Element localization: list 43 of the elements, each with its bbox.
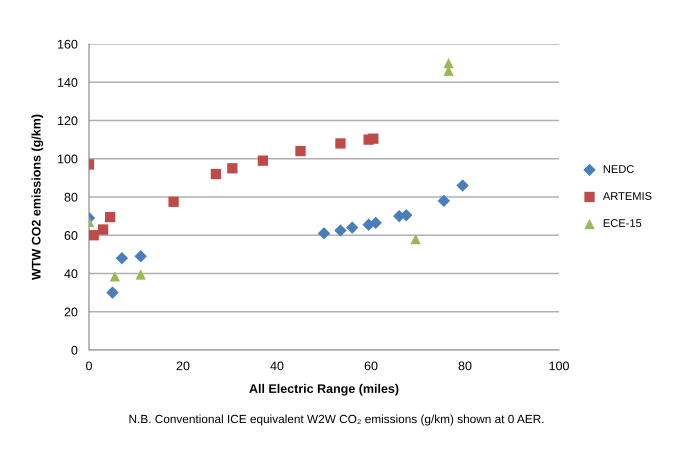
y-tick-label: 40 (64, 269, 78, 278)
point (295, 146, 306, 156)
point (110, 271, 120, 282)
y-tick-label: 20 (64, 308, 78, 316)
point (335, 138, 346, 149)
x-tick-label: 100 (550, 361, 569, 370)
point (410, 234, 421, 244)
x-tick-label: 20 (176, 361, 190, 370)
point (105, 212, 116, 222)
point (438, 194, 450, 208)
legend-label: ARTEMIS (602, 192, 652, 200)
point (134, 250, 147, 262)
y-tick-label: 0 (71, 346, 78, 355)
point (334, 224, 347, 237)
text: N.B. Conventional ICE equivalent W2W CO₂ emissions (g/km) shown at 0 AER. (129, 414, 544, 426)
y-tick-label: 140 (58, 78, 78, 87)
point (106, 286, 119, 299)
y-tick-label: 60 (64, 231, 78, 240)
point (89, 230, 99, 240)
legend-label: NEDC (604, 165, 634, 173)
point (136, 269, 146, 280)
point (318, 227, 330, 240)
point (210, 168, 222, 180)
x-tick-label: 80 (458, 361, 472, 370)
x-tick-label: 0 (86, 361, 92, 370)
point (258, 156, 268, 166)
point (443, 58, 454, 68)
point (368, 134, 378, 144)
legend-label: ECE-15 (604, 219, 642, 228)
x-tick-label: 60 (364, 361, 378, 370)
y-tick-label: 120 (58, 116, 78, 126)
y-tick-label: 100 (58, 154, 78, 164)
point (98, 224, 108, 235)
y-axis-title: WTW CO2 emissions (g/km) (31, 114, 44, 280)
point (168, 196, 179, 207)
point (456, 179, 469, 192)
y-tick-label: 160 (58, 40, 78, 49)
point (227, 163, 238, 174)
y-tick-label: 80 (64, 192, 78, 202)
point (116, 252, 128, 264)
x-tick-label: 40 (270, 361, 284, 370)
x-axis-title: All Electric Range (miles) (249, 384, 398, 396)
point (346, 221, 358, 234)
